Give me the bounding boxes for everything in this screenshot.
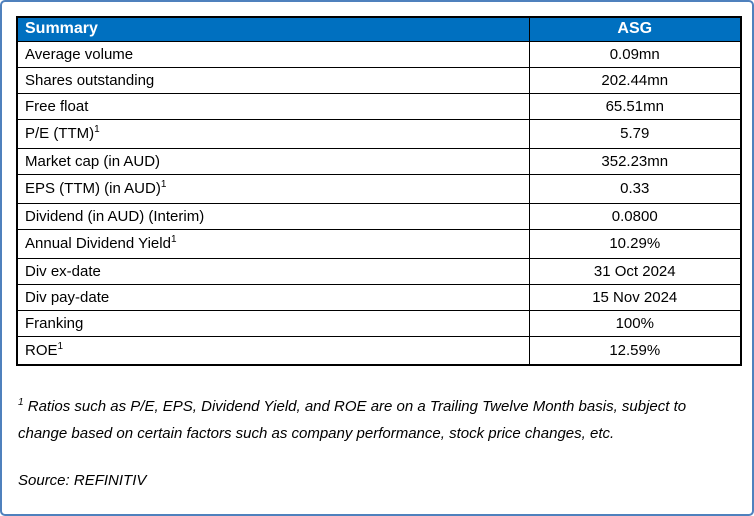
row-value: 65.51mn: [528, 92, 742, 120]
row-value: 31 Oct 2024: [528, 257, 742, 285]
table-row: Franking 100%: [16, 309, 742, 337]
table-row: Div ex-date 31 Oct 2024: [16, 257, 742, 285]
footnote-marker: 1: [170, 234, 177, 245]
footnote-marker: 1: [57, 340, 64, 352]
ticker-header-cell: ASG: [528, 16, 742, 42]
row-label: Market cap (in AUD): [16, 147, 530, 175]
table-row: Div pay-date 15 Nov 2024: [16, 283, 742, 311]
table-row: ROE1 12.59%: [16, 335, 742, 366]
row-label: Average volume: [16, 40, 530, 68]
footnote-marker: 1: [18, 397, 24, 408]
row-value: 12.59%: [528, 335, 742, 366]
row-value: 0.33: [528, 173, 742, 204]
row-label: EPS (TTM) (in AUD)1: [16, 173, 530, 204]
row-label: Annual Dividend Yield1: [16, 228, 530, 259]
row-value: 5.79: [528, 118, 742, 149]
table-row: P/E (TTM)1 5.79: [16, 118, 742, 149]
table-row: Dividend (in AUD) (Interim) 0.0800: [16, 202, 742, 230]
row-label: Dividend (in AUD) (Interim): [16, 202, 530, 230]
row-value: 10.29%: [528, 228, 742, 259]
summary-header-cell: Summary: [16, 16, 530, 42]
row-value: 202.44mn: [528, 66, 742, 94]
row-value: 352.23mn: [528, 147, 742, 175]
row-value: 0.0800: [528, 202, 742, 230]
table-row: Annual Dividend Yield1 10.29%: [16, 228, 742, 259]
table-row: Average volume 0.09mn: [16, 40, 742, 68]
footnote: 1 Ratios such as P/E, EPS, Dividend Yiel…: [18, 393, 706, 447]
row-label: Shares outstanding: [16, 66, 530, 94]
summary-table: Summary ASG Average volume 0.09mn Shares…: [16, 16, 742, 366]
table-header-row: Summary ASG: [16, 16, 742, 42]
footnote-marker: 1: [160, 179, 167, 190]
row-label: ROE1: [16, 335, 530, 366]
row-label: Free float: [16, 92, 530, 120]
footnote-marker: 1: [94, 124, 100, 135]
row-label: Div pay-date: [16, 283, 530, 311]
row-label: P/E (TTM)1: [16, 118, 530, 149]
table-row: EPS (TTM) (in AUD)1 0.33: [16, 173, 742, 204]
row-value: 100%: [528, 309, 742, 337]
source-note: Source: REFINITIV: [18, 472, 147, 489]
table-row: Shares outstanding 202.44mn: [16, 66, 742, 94]
table-row: Free float 65.51mn: [16, 92, 742, 120]
row-value: 15 Nov 2024: [528, 283, 742, 311]
row-label: Div ex-date: [16, 257, 530, 285]
table-row: Market cap (in AUD) 352.23mn: [16, 147, 742, 175]
row-value: 0.09mn: [528, 40, 742, 68]
row-label: Franking: [16, 309, 530, 337]
footnote-text: Ratios such as P/E, EPS, Dividend Yield,…: [18, 398, 687, 442]
